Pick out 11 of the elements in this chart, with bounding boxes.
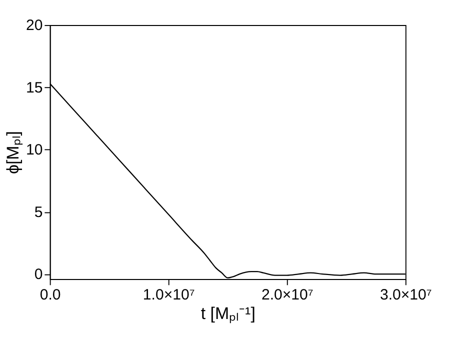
- y-axis-title: ϕ[Mₚₗ]: [4, 131, 24, 174]
- y-tick-label: 5: [34, 204, 43, 221]
- x-tick-label: 1.0×10⁷: [142, 286, 195, 304]
- y-tick-label: 0: [34, 266, 43, 284]
- y-tick-label: 15: [26, 79, 43, 96]
- y-tick-label: 10: [26, 142, 43, 159]
- x-tick-label: 0.0: [40, 286, 61, 304]
- x-axis-title: t [Mₚₗ⁻¹]: [200, 304, 256, 324]
- y-tick-label: 20: [26, 17, 43, 34]
- x-tick-label: 3.0×10⁷: [380, 286, 432, 304]
- x-tick-label: 2.0×10⁷: [261, 286, 314, 304]
